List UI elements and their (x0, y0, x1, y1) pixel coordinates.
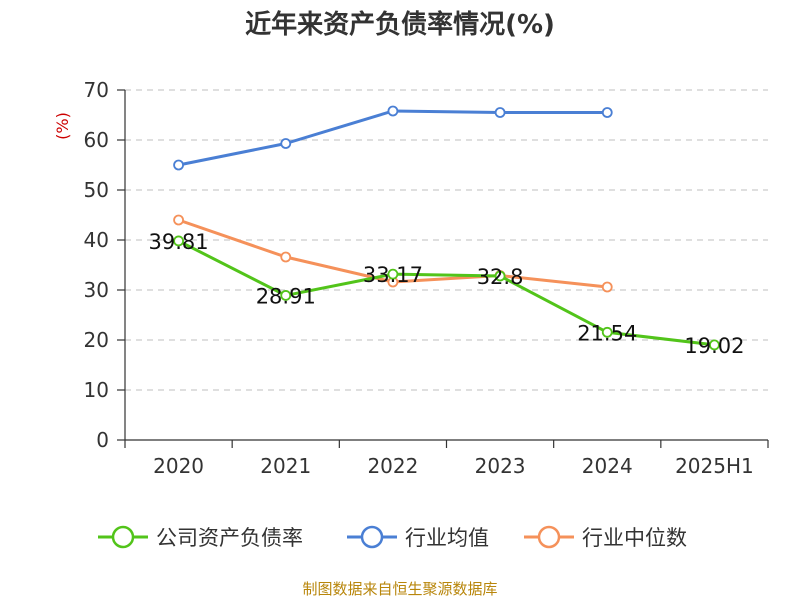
y-tick-label: 10 (84, 378, 109, 402)
data-label: 21.54 (577, 321, 637, 345)
data-labels: 39.81 28.91 33.17 32.8 21.54 19.02 (149, 230, 745, 358)
data-point (387, 105, 399, 117)
data-point (173, 235, 184, 247)
series-lines (173, 105, 720, 351)
y-tick-label: 60 (84, 128, 109, 152)
data-point (601, 281, 613, 293)
source-note: 制图数据来自恒生聚源数据库 (302, 580, 498, 598)
series-line (178, 109, 608, 167)
data-point (709, 339, 720, 351)
legend-label: 行业均值 (405, 526, 489, 550)
data-label: 28.91 (256, 284, 316, 308)
legend-label: 公司资产负债率 (156, 526, 303, 550)
x-tick-label: 2024 (582, 454, 633, 478)
y-tick-label: 20 (84, 328, 109, 352)
data-point (601, 107, 613, 118)
data-label: 32.8 (477, 265, 524, 289)
data-label: 39.81 (149, 230, 209, 254)
x-tick-label: 2023 (475, 454, 526, 478)
legend: 公司资产负债率 行业均值 行业中位数 (98, 525, 687, 550)
x-tick-label: 2022 (367, 454, 418, 478)
x-tick-label: 2021 (260, 454, 311, 478)
data-point (387, 268, 399, 280)
data-point (173, 159, 184, 171)
y-tick-label: 40 (84, 228, 109, 252)
y-tick-label: 70 (84, 78, 109, 102)
legend-marker (360, 525, 384, 549)
chart-title: 近年来资产负债率情况(%) (245, 10, 555, 40)
data-point (494, 270, 506, 282)
data-point (173, 214, 184, 226)
x-tick-label: 2020 (153, 454, 204, 478)
x-tick-label: 2025H1 (675, 454, 754, 478)
data-point (494, 107, 506, 118)
axes: 0 10 20 30 40 50 60 70 (%) 2020 2021 2022 2023 2024 20… (53, 78, 769, 478)
legend-label: 行业中位数 (582, 526, 687, 550)
data-label: 19.02 (684, 334, 744, 358)
y-axis-label: (%) (53, 112, 72, 140)
series-line (177, 239, 715, 347)
legend-marker (537, 525, 561, 549)
data-point (280, 290, 292, 301)
y-tick-label: 0 (96, 428, 109, 452)
data-point (601, 326, 613, 338)
grid-lines (125, 89, 768, 391)
y-tick-label: 50 (84, 178, 109, 202)
data-label: 33.17 (363, 263, 423, 287)
legend-marker (111, 525, 135, 549)
data-point (280, 251, 292, 263)
y-tick-label: 30 (84, 278, 109, 302)
data-point (280, 138, 292, 149)
